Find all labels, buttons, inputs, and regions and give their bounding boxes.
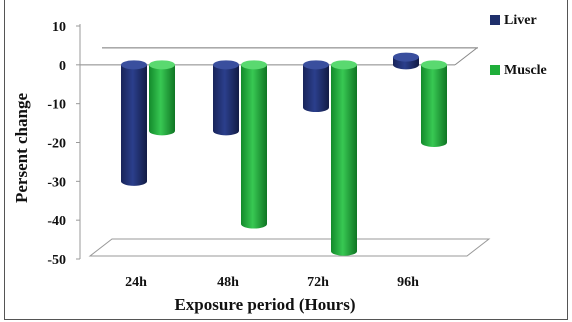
- bar-bottom-cap: [421, 138, 447, 147]
- bar-liver: [393, 52, 419, 70]
- y-tick-label: 0: [59, 59, 66, 74]
- x-tick-label: 48h: [217, 275, 239, 290]
- bar-top-cap: [331, 60, 357, 70]
- bar-top-cap: [149, 60, 175, 70]
- bar-liver: [121, 60, 147, 186]
- bar-body: [331, 64, 357, 252]
- y-tick-label: 10: [52, 20, 66, 35]
- legend-swatch-liver: [490, 15, 500, 25]
- bar-bottom-cap: [121, 176, 147, 186]
- zero-line-depth: [454, 47, 478, 66]
- x-tick-label: 24h: [125, 275, 147, 290]
- bar-liver: [213, 60, 239, 136]
- bar-body: [149, 64, 175, 131]
- bar-body: [303, 64, 329, 108]
- bar-bottom-cap: [213, 126, 239, 136]
- legend-label-liver: Liver: [504, 13, 537, 28]
- legend-swatch-muscle: [490, 65, 500, 75]
- y-tick-label: -50: [47, 253, 66, 268]
- bar-top-cap: [213, 60, 239, 70]
- bar-liver: [303, 60, 329, 113]
- x-tick-label: 96h: [397, 275, 419, 290]
- bar-body: [121, 64, 147, 182]
- bar-muscle: [241, 60, 267, 229]
- y-axis-title: Persent change: [12, 93, 31, 203]
- bar-top-cap: [421, 60, 447, 70]
- bar-body: [213, 64, 239, 131]
- legend-label-muscle: Muscle: [504, 63, 547, 78]
- bar-bottom-cap: [303, 103, 329, 113]
- y-tick-label: -30: [47, 175, 66, 190]
- bar-muscle: [421, 60, 447, 147]
- bar-bottom-cap: [241, 219, 267, 229]
- bar-top-cap: [241, 60, 267, 70]
- bar-top-cap: [393, 52, 419, 62]
- bar-muscle: [331, 60, 357, 256]
- bar-body: [421, 64, 447, 143]
- chart-floor: [88, 238, 491, 257]
- bar-body: [241, 64, 267, 225]
- bar-muscle: [149, 60, 175, 136]
- chart-frame: [4, 0, 568, 320]
- y-tick-label: -20: [47, 137, 66, 152]
- y-tick-label: -40: [47, 214, 66, 229]
- bar-bottom-cap: [393, 60, 419, 70]
- bar-bottom-cap: [149, 126, 175, 136]
- bar-bottom-cap: [331, 246, 357, 256]
- x-axis-title: Exposure period (Hours): [174, 295, 355, 314]
- bar-top-cap: [303, 60, 329, 70]
- x-tick-label: 72h: [307, 275, 329, 290]
- bar-top-cap: [121, 60, 147, 70]
- y-tick-label: -10: [47, 98, 66, 113]
